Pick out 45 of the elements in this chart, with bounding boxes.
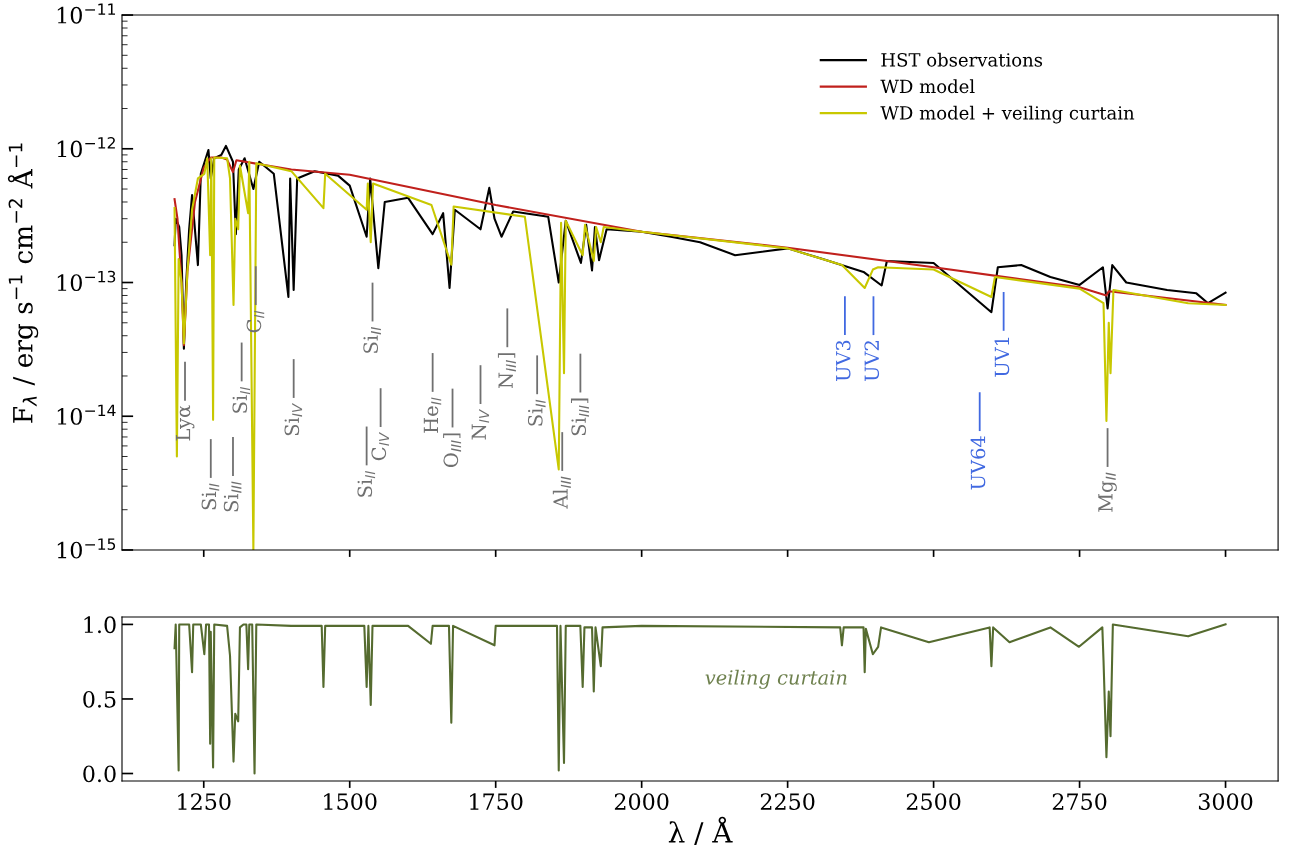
x-tick-label: 2500 — [906, 793, 961, 810]
y-tick-label: 10$^{−15}$ — [57, 538, 116, 559]
annotation: Si$_{II}$ — [232, 387, 251, 413]
x-axis-title: λ / Å — [668, 816, 733, 845]
annotation: Mg$_{II}$ — [1098, 472, 1117, 512]
y-tick-label: 10$^{−14}$ — [57, 404, 116, 425]
x-tick-label: 1250 — [178, 793, 231, 810]
line-series — [173, 156, 1227, 550]
annotation: C$_{II}$ — [246, 310, 265, 333]
y-tick-label: 0.0 — [83, 765, 116, 783]
annotation: Si$_{III}$ — [223, 481, 242, 512]
x-tick-label: 1500 — [324, 793, 377, 810]
x-tick-label: 2000 — [614, 793, 669, 810]
x-tick-label: 3000 — [1198, 793, 1253, 810]
annotation: UV64 — [970, 436, 986, 490]
y-tick-label: 1.0 — [84, 616, 116, 634]
annotation: Si$_{II}$ — [527, 399, 546, 426]
y-tick-label: 10$^{−12}$ — [57, 137, 115, 158]
line-series — [173, 623, 1227, 775]
annotation: Si$_{II}$ — [357, 470, 376, 497]
annotation: Lyα — [175, 405, 195, 441]
legend-label: WD model — [880, 79, 975, 94]
annotation: Si$_{IV}$ — [284, 402, 303, 436]
legend-label: WD model + veiling curtain — [880, 105, 1135, 124]
y-tick-label: 0.5 — [83, 690, 116, 708]
x-tick-label: 1750 — [470, 793, 523, 810]
x-tick-label: 2250 — [760, 793, 815, 810]
x-tick-label: 2750 — [1052, 793, 1107, 810]
annotation: UV2 — [864, 341, 880, 382]
annotation: Al$_{III}$ — [552, 476, 571, 509]
annotation: Si$_{III}$] — [570, 398, 589, 436]
y-tick-label: 10$^{−11}$ — [57, 3, 116, 24]
annotation: N$_{III}$] — [497, 353, 516, 389]
annotation: He$_{II}$ — [423, 397, 442, 433]
annotation: Si$_{II}$ — [201, 483, 220, 510]
legend-label: HST observations — [881, 52, 1043, 67]
annotation: Si$_{II}$ — [363, 327, 381, 353]
y-axis-title: F$_{λ}$ / erg s$^{−1}$ cm$^{−2}$ Å$^{−1}$ — [7, 143, 39, 423]
annotation: UV3 — [835, 340, 851, 382]
annotation: N$_{IV}$ — [471, 409, 490, 440]
series-label: veiling curtain — [705, 669, 847, 689]
annotation: UV1 — [994, 337, 1010, 377]
annotation: O$_{III}$] — [443, 433, 462, 468]
y-tick-label: 10$^{−13}$ — [57, 270, 116, 292]
annotation: C$_{IV}$ — [371, 432, 390, 461]
